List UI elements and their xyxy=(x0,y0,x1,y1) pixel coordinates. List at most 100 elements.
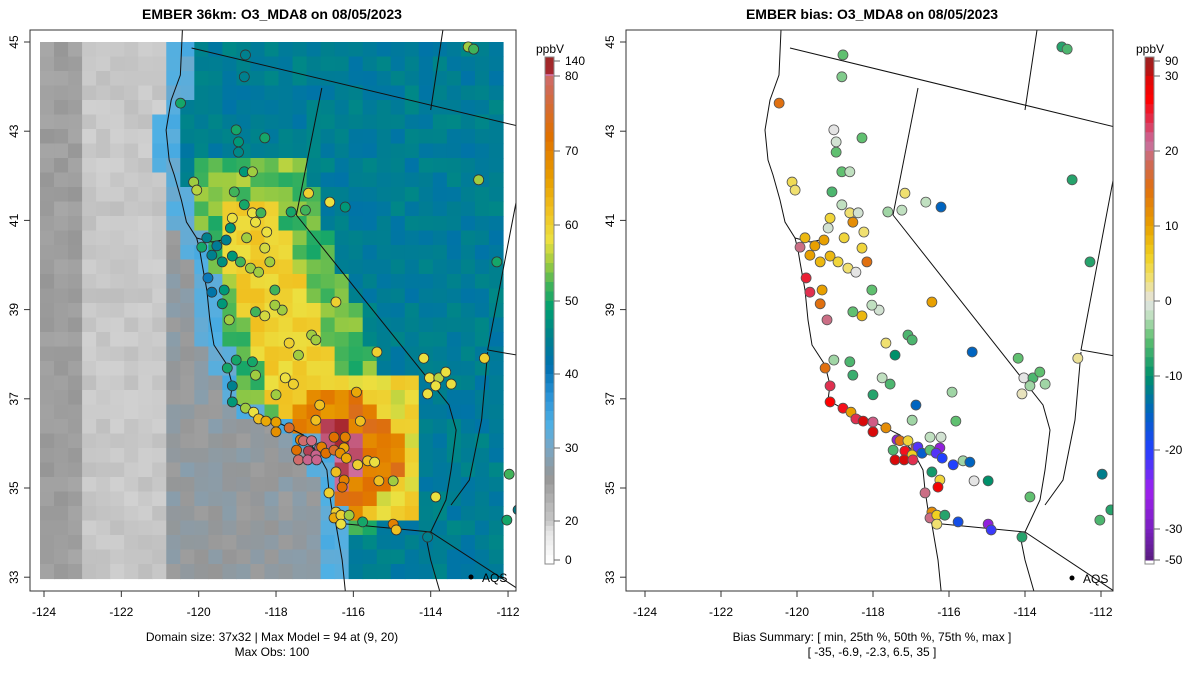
station-marker[interactable] xyxy=(867,389,879,401)
station-marker[interactable] xyxy=(800,272,812,284)
station-marker[interactable] xyxy=(390,524,402,536)
station-marker[interactable] xyxy=(824,212,836,224)
station-marker[interactable] xyxy=(926,466,938,478)
station-marker[interactable] xyxy=(836,199,848,211)
station-marker[interactable] xyxy=(1024,491,1036,503)
station-marker[interactable] xyxy=(343,509,355,521)
station-marker[interactable] xyxy=(238,199,250,211)
station-marker[interactable] xyxy=(357,516,369,528)
station-marker[interactable] xyxy=(902,435,914,447)
station-marker[interactable] xyxy=(468,43,480,55)
station-marker[interactable] xyxy=(816,284,828,296)
station-marker[interactable] xyxy=(238,71,250,83)
station-marker[interactable] xyxy=(794,241,806,253)
station-marker[interactable] xyxy=(876,372,888,384)
station-marker[interactable] xyxy=(867,426,879,438)
station-marker[interactable] xyxy=(430,491,442,503)
station-marker[interactable] xyxy=(1016,531,1028,543)
station-marker[interactable] xyxy=(387,475,399,487)
station-marker[interactable] xyxy=(906,414,918,426)
station-marker[interactable] xyxy=(373,475,385,487)
station-marker[interactable] xyxy=(852,207,864,219)
station-marker[interactable] xyxy=(1084,256,1096,268)
station-marker[interactable] xyxy=(279,372,291,384)
station-marker[interactable] xyxy=(201,232,213,244)
station-marker[interactable] xyxy=(880,337,892,349)
station-marker[interactable] xyxy=(269,299,281,311)
station-marker[interactable] xyxy=(789,184,801,196)
station-marker[interactable] xyxy=(371,346,383,358)
station-marker[interactable] xyxy=(822,222,834,234)
station-marker[interactable] xyxy=(830,136,842,148)
station-marker[interactable] xyxy=(867,416,879,428)
station-marker[interactable] xyxy=(270,389,282,401)
station-marker[interactable] xyxy=(216,256,228,268)
station-marker[interactable] xyxy=(844,166,856,178)
station-marker[interactable] xyxy=(935,201,947,213)
station-marker[interactable] xyxy=(1034,366,1046,378)
station-marker[interactable] xyxy=(288,378,299,390)
station-marker[interactable] xyxy=(339,431,351,443)
station-marker[interactable] xyxy=(503,468,515,480)
station-marker[interactable] xyxy=(339,201,351,213)
station-marker[interactable] xyxy=(880,422,892,434)
station-marker[interactable] xyxy=(866,299,878,311)
station-marker[interactable] xyxy=(211,240,223,252)
station-marker[interactable] xyxy=(896,204,908,216)
station-marker[interactable] xyxy=(230,354,242,366)
station-marker[interactable] xyxy=(837,49,849,61)
station-marker[interactable] xyxy=(270,426,282,438)
station-marker[interactable] xyxy=(947,459,959,471)
station-marker[interactable] xyxy=(926,296,938,308)
station-marker[interactable] xyxy=(369,456,381,468)
station-marker[interactable] xyxy=(821,314,833,326)
station-marker[interactable] xyxy=(226,250,238,262)
station-marker[interactable] xyxy=(323,487,335,499)
station-marker[interactable] xyxy=(946,386,958,398)
station-marker[interactable] xyxy=(826,186,838,198)
station-marker[interactable] xyxy=(1016,388,1028,400)
station-marker[interactable] xyxy=(218,284,230,296)
station-marker[interactable] xyxy=(293,349,304,361)
station-marker[interactable] xyxy=(882,206,894,218)
station-marker[interactable] xyxy=(847,369,859,381)
station-marker[interactable] xyxy=(1012,352,1024,364)
station-marker[interactable] xyxy=(418,352,430,364)
station-marker[interactable] xyxy=(824,250,836,262)
station-marker[interactable] xyxy=(889,454,901,466)
station-marker[interactable] xyxy=(300,204,311,216)
station-marker[interactable] xyxy=(939,509,951,521)
station-marker[interactable] xyxy=(303,187,314,199)
station-marker[interactable] xyxy=(830,146,842,158)
station-marker[interactable] xyxy=(1039,378,1051,390)
station-marker[interactable] xyxy=(906,334,918,346)
station-marker[interactable] xyxy=(335,518,347,530)
station-marker[interactable] xyxy=(799,232,811,244)
station-marker[interactable] xyxy=(206,249,218,261)
station-marker[interactable] xyxy=(814,298,826,310)
station-marker[interactable] xyxy=(351,386,362,398)
station-marker[interactable] xyxy=(240,49,251,61)
station-marker[interactable] xyxy=(936,452,948,464)
station-marker[interactable] xyxy=(832,256,844,268)
station-marker[interactable] xyxy=(1072,352,1084,364)
station-marker[interactable] xyxy=(950,415,962,427)
station-marker[interactable] xyxy=(216,298,228,310)
station-marker[interactable] xyxy=(352,459,364,471)
station-marker[interactable] xyxy=(858,226,870,238)
station-marker[interactable] xyxy=(261,226,273,238)
station-marker[interactable] xyxy=(224,222,236,234)
station-marker[interactable] xyxy=(856,132,868,144)
station-marker[interactable] xyxy=(264,256,276,268)
station-marker[interactable] xyxy=(473,174,485,186)
station-marker[interactable] xyxy=(241,232,253,244)
station-marker[interactable] xyxy=(866,284,878,296)
station-marker[interactable] xyxy=(512,504,523,515)
station-marker[interactable] xyxy=(422,531,434,543)
station-marker[interactable] xyxy=(259,132,271,144)
station-marker[interactable] xyxy=(907,454,919,466)
station-marker[interactable] xyxy=(828,124,840,136)
station-marker[interactable] xyxy=(856,242,868,254)
station-marker[interactable] xyxy=(856,310,868,322)
station-marker[interactable] xyxy=(310,334,322,346)
